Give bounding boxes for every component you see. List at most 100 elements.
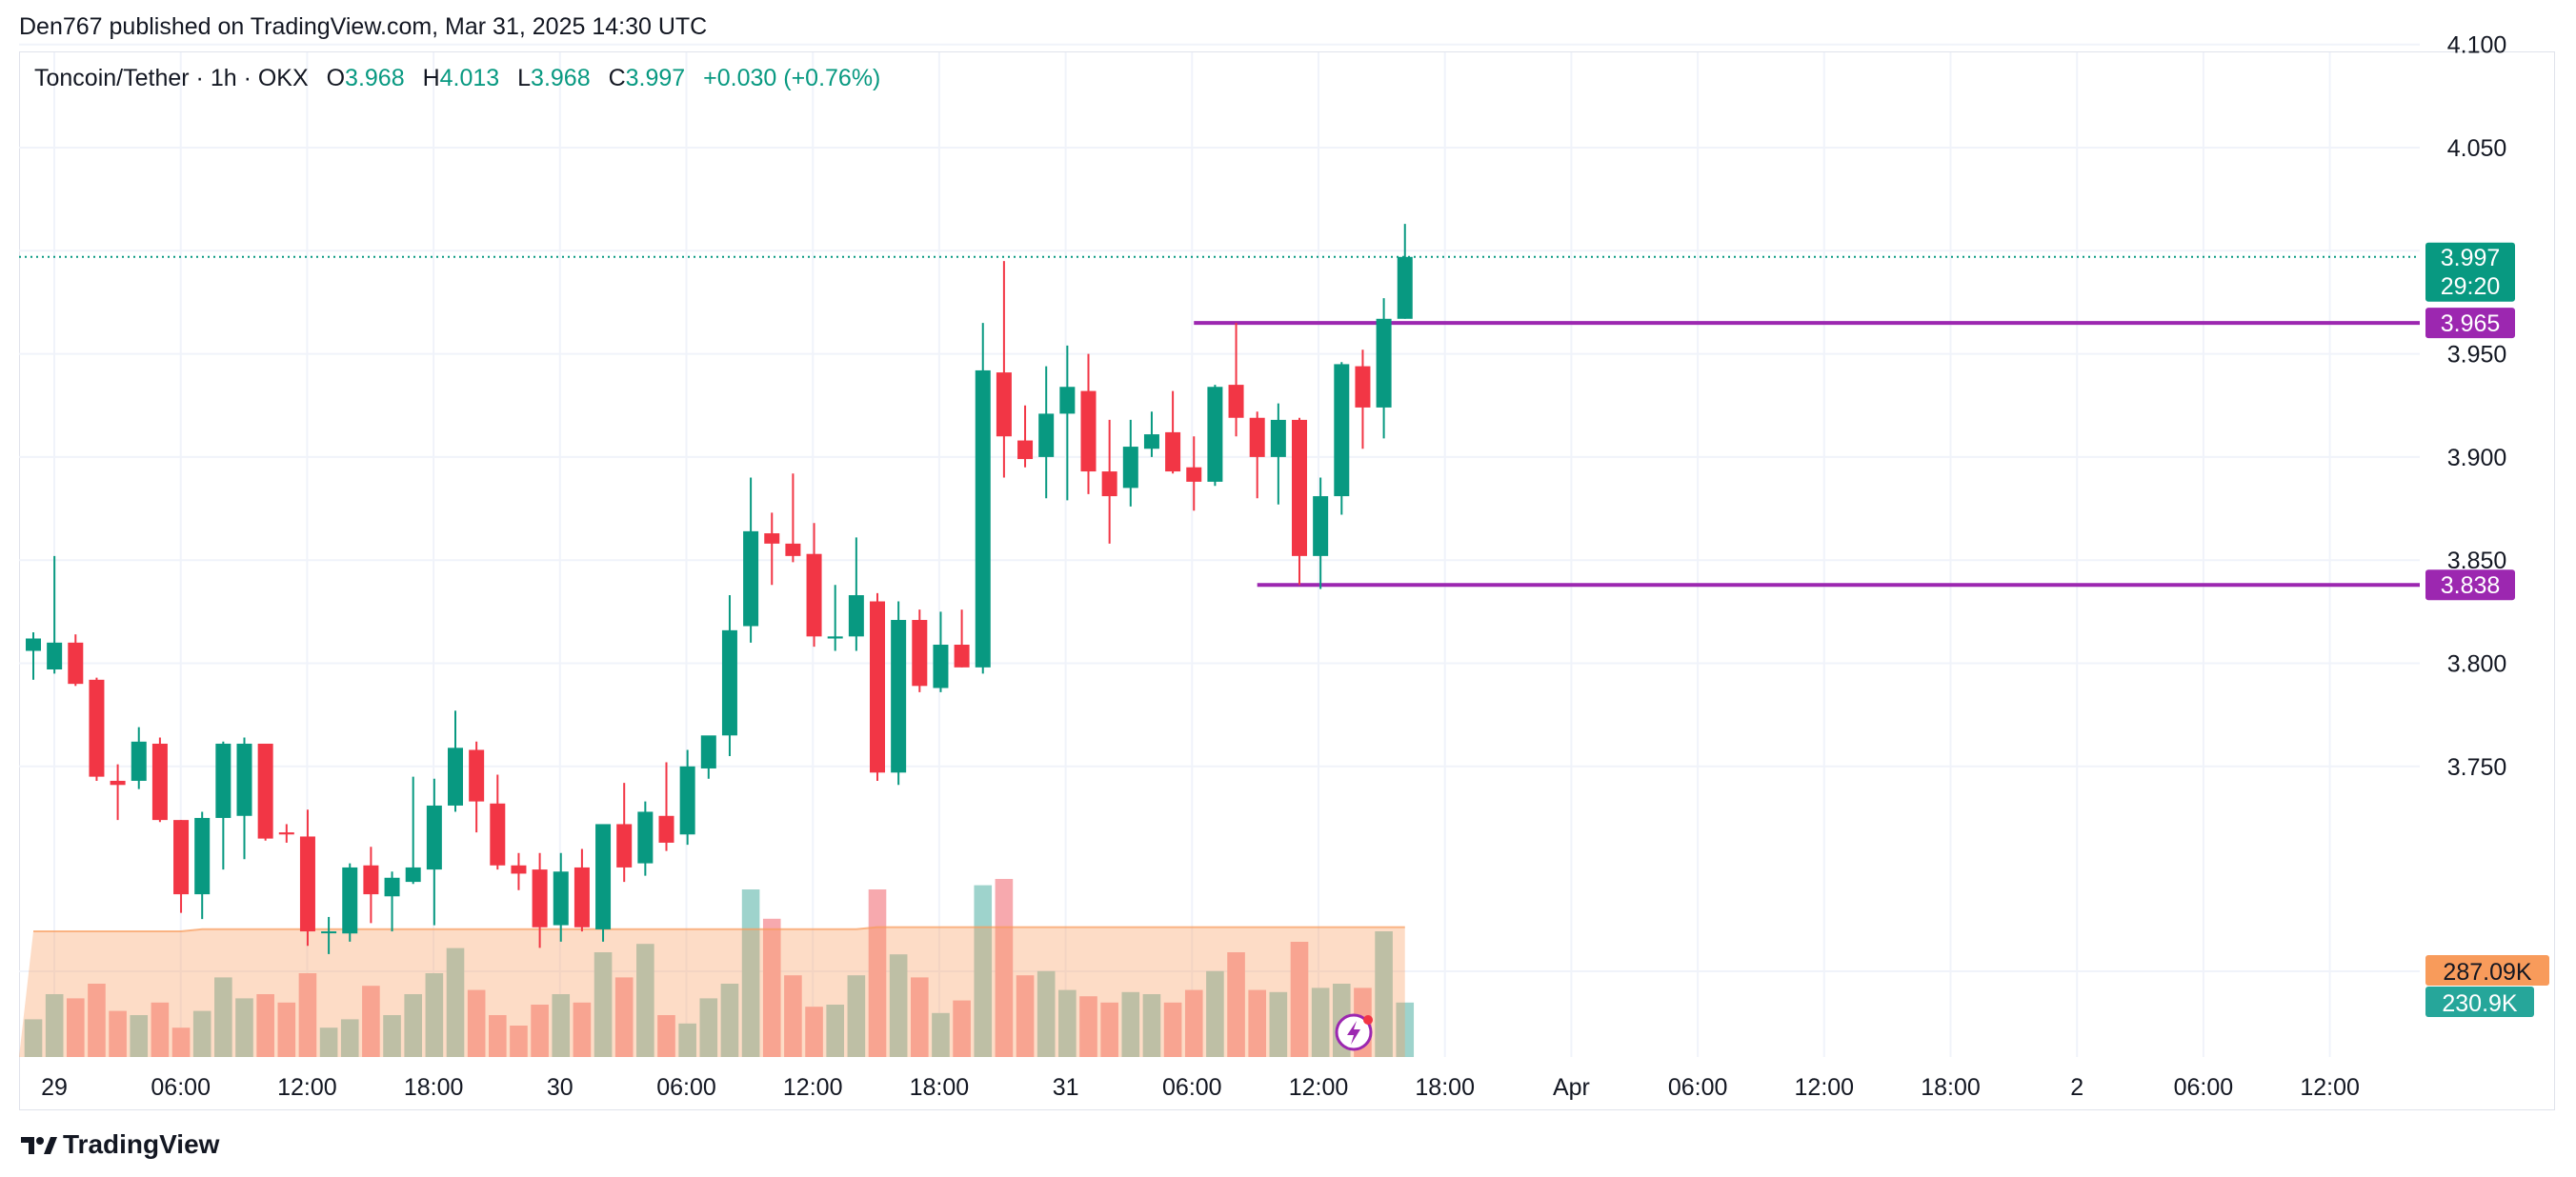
candle-body — [1017, 440, 1034, 460]
volume-bar — [847, 975, 866, 1057]
volume-bar — [932, 1012, 950, 1057]
y-tick-label: 4.050 — [2447, 135, 2507, 162]
volume-bar — [383, 1015, 401, 1057]
candle-body — [764, 533, 780, 544]
candle-body — [1080, 390, 1097, 472]
volume-bar — [805, 1007, 823, 1057]
x-tick-label: 2 — [2070, 1074, 2083, 1101]
candle-body — [870, 601, 885, 773]
x-tick-label: 06:00 — [656, 1074, 716, 1101]
volume-bar — [953, 1000, 971, 1057]
volume-bar — [1396, 1002, 1415, 1057]
x-tick-label: 31 — [1053, 1074, 1079, 1101]
volume-ma-line — [33, 926, 1405, 932]
candle-body — [89, 679, 105, 777]
candle-body — [1059, 387, 1076, 414]
x-tick-label: 18:00 — [1415, 1074, 1475, 1101]
x-tick-label: 12:00 — [783, 1074, 843, 1101]
volume-bar — [1375, 931, 1393, 1057]
volume-bar — [594, 952, 613, 1057]
volume-bar — [657, 1015, 675, 1057]
volume-bar — [552, 994, 571, 1057]
chart-frame — [19, 51, 2555, 1110]
symbol-label[interactable]: Toncoin/Tether · 1h · OKX — [34, 65, 309, 91]
x-tick-label: Apr — [1553, 1074, 1590, 1101]
open-value: 3.968 — [345, 65, 405, 91]
close-label: C — [608, 65, 626, 91]
candle-body — [1334, 364, 1350, 497]
volume-bar — [995, 879, 1014, 1057]
candle-body — [848, 595, 864, 637]
candle-body — [891, 620, 907, 773]
candle-body — [616, 824, 633, 868]
candle-body — [1038, 413, 1055, 457]
candle-body — [47, 642, 63, 669]
candle-body — [384, 877, 400, 897]
x-tick-label: 29 — [41, 1074, 68, 1101]
candle-body — [1355, 366, 1371, 408]
candle-body — [448, 748, 463, 806]
volume-bar — [910, 977, 929, 1057]
tradingview-brand: TradingView — [63, 1129, 220, 1159]
volume-bar — [1290, 942, 1309, 1057]
y-tick-label: 3.900 — [2447, 445, 2507, 471]
alert-dot-icon — [1363, 1015, 1373, 1025]
volume-bar — [741, 889, 760, 1057]
candle-body — [1143, 434, 1159, 449]
candle-body — [490, 803, 506, 866]
x-tick-label: 06:00 — [1668, 1074, 1728, 1101]
candle-body — [511, 865, 527, 874]
candle-body — [1228, 385, 1244, 418]
volume-bar — [88, 984, 106, 1057]
volume-bar — [974, 885, 993, 1057]
x-tick-label: 12:00 — [1289, 1074, 1349, 1101]
tradingview-logo[interactable]: TradingView — [19, 1129, 219, 1160]
volume-bar — [1206, 970, 1224, 1057]
volume-bar — [1184, 989, 1203, 1057]
volume-bar — [1100, 1002, 1118, 1057]
volume-bar — [1311, 987, 1330, 1057]
y-tick-label: 4.100 — [2447, 32, 2507, 59]
candle-body — [532, 869, 548, 928]
volume-bar — [573, 1002, 592, 1057]
tradingview-logo-icon — [21, 1137, 57, 1154]
volume-bar — [1248, 989, 1267, 1057]
low-label: L — [517, 65, 532, 91]
candle-body — [785, 543, 801, 556]
volume-bar — [826, 1005, 845, 1057]
x-tick-label: 12:00 — [1795, 1074, 1855, 1101]
countdown-badge-text: 29:20 — [2441, 273, 2501, 300]
volume-bar — [340, 1019, 359, 1057]
candle-body — [574, 867, 590, 928]
volume-bar — [467, 989, 486, 1057]
candle-body — [1165, 431, 1181, 472]
volume-bar — [404, 994, 423, 1057]
x-tick-label: 30 — [547, 1074, 574, 1101]
volume-bar — [614, 977, 634, 1057]
candle-body — [194, 817, 211, 895]
candle-body — [1249, 417, 1265, 457]
candle-body — [299, 836, 315, 932]
candle-body — [426, 805, 442, 870]
volume-ma-badge-text: 287.09K — [2443, 959, 2531, 986]
close-value: 3.997 — [625, 65, 686, 91]
candle-body — [975, 369, 991, 668]
candle-body — [637, 811, 654, 864]
candle-body — [996, 372, 1012, 437]
volume-bar — [678, 1023, 696, 1057]
candle-body — [1186, 467, 1202, 482]
candle-body — [1122, 447, 1138, 489]
candle-body — [827, 636, 843, 639]
volume-bar — [762, 918, 781, 1057]
change-value: +0.030 (+0.76%) — [703, 65, 881, 91]
x-tick-label: 06:00 — [2174, 1074, 2234, 1101]
level-badge-bg — [2425, 308, 2515, 339]
volume-bar — [1079, 996, 1097, 1057]
x-tick-label: 06:00 — [1162, 1074, 1222, 1101]
volume-ma-area — [19, 927, 1405, 1057]
last-price-badge-bg — [2425, 242, 2515, 302]
ohlc-legend: Toncoin/Tether · 1h · OKX O3.968 H4.013 … — [34, 65, 880, 92]
volume-bar — [889, 954, 908, 1057]
candle-body — [469, 749, 485, 802]
